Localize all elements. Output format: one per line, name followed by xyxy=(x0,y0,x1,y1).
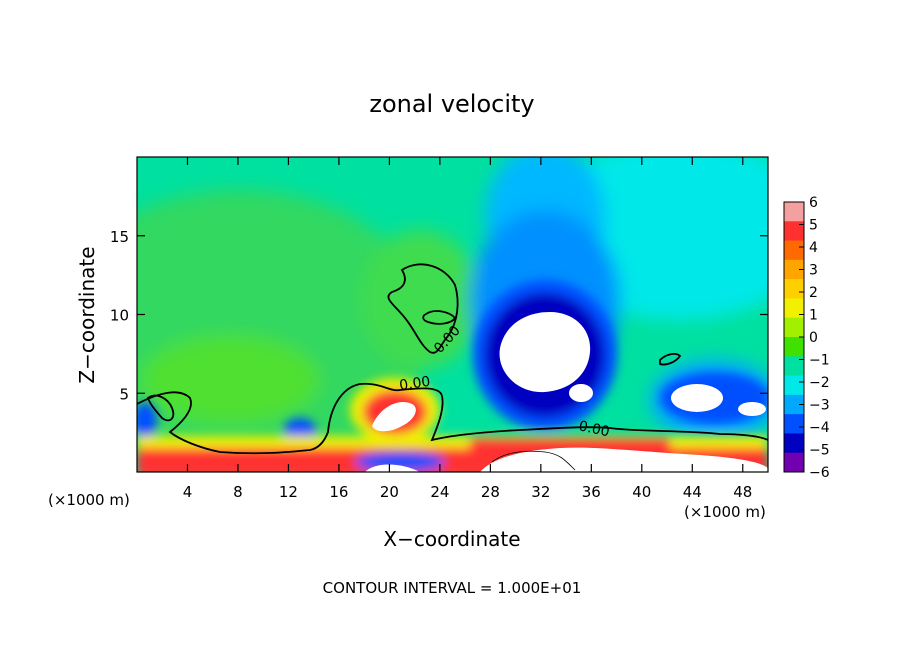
colorbar-swatch xyxy=(784,202,804,222)
x-tick-label: 20 xyxy=(380,483,399,501)
x-axis: 4 8 12 16 20 24 28 32 36 40 44 48 xyxy=(183,157,752,501)
colorbar-label: 3 xyxy=(809,263,818,279)
x-tick-label: 16 xyxy=(329,483,348,501)
colorbar-label: −6 xyxy=(809,465,830,481)
high-velocity-core xyxy=(499,312,591,393)
y-tick-label: 15 xyxy=(110,228,129,246)
colorbar: 6 5 4 3 2 1 0 −1 −2 −3 −4 −5 −6 xyxy=(783,195,830,481)
x-tick-label: 32 xyxy=(531,483,550,501)
x-tick-label: 44 xyxy=(683,483,702,501)
colorbar-swatch xyxy=(784,221,804,242)
y-axis-label: Z−coordinate xyxy=(75,246,99,383)
colorbar-label: −3 xyxy=(809,398,830,414)
colorbar-label: −5 xyxy=(809,443,830,459)
colorbar-swatch xyxy=(784,279,804,299)
x-tick-label: 24 xyxy=(430,483,449,501)
colorbar-label: 1 xyxy=(809,308,818,324)
x-tick-label: 40 xyxy=(632,483,651,501)
colorbar-label: 5 xyxy=(809,218,818,234)
x-tick-label: 36 xyxy=(582,483,601,501)
colorbar-swatch xyxy=(784,356,804,377)
contour-label: 0.00 xyxy=(577,418,611,440)
high-velocity-small-core xyxy=(569,384,593,402)
colorbar-label: −1 xyxy=(809,353,830,369)
colorbar-swatch xyxy=(784,259,804,280)
colorbar-swatch xyxy=(784,240,804,261)
colorbar-swatch xyxy=(784,337,804,357)
colorbar-swatch xyxy=(784,298,804,319)
x-unit-left: (×1000 m) xyxy=(48,491,130,509)
y-axis: 5 10 15 xyxy=(110,228,768,403)
colorbar-swatch xyxy=(784,452,804,473)
x-axis-label: X−coordinate xyxy=(383,527,520,551)
colorbar-label: 4 xyxy=(809,240,818,256)
x-tick-label: 12 xyxy=(279,483,298,501)
x-tick-label: 4 xyxy=(183,483,193,501)
colorbar-label: 6 xyxy=(809,195,818,211)
y-tick-label: 5 xyxy=(119,385,129,403)
colorbar-swatch xyxy=(784,317,804,338)
y-tick-label: 10 xyxy=(110,307,129,325)
colorbar-label: 0 xyxy=(809,330,818,346)
contour-label: 0.00 xyxy=(398,374,431,394)
x-tick-label: 28 xyxy=(481,483,500,501)
colorbar-swatch xyxy=(784,375,804,396)
colorbar-label: −2 xyxy=(809,375,830,391)
colorbar-swatch xyxy=(784,433,804,454)
x-tick-label: 8 xyxy=(233,483,243,501)
colorbar-swatch xyxy=(784,414,804,434)
chart-title: zonal velocity xyxy=(369,90,534,118)
colorbar-label: −4 xyxy=(809,420,830,436)
contour-interval-note: CONTOUR INTERVAL = 1.000E+01 xyxy=(323,579,582,597)
x-unit-right: (×1000 m) xyxy=(684,503,766,521)
colorbar-swatch xyxy=(784,394,804,415)
velocity-field xyxy=(137,157,768,472)
colorbar-label: 2 xyxy=(809,285,818,301)
x-tick-label: 48 xyxy=(733,483,752,501)
